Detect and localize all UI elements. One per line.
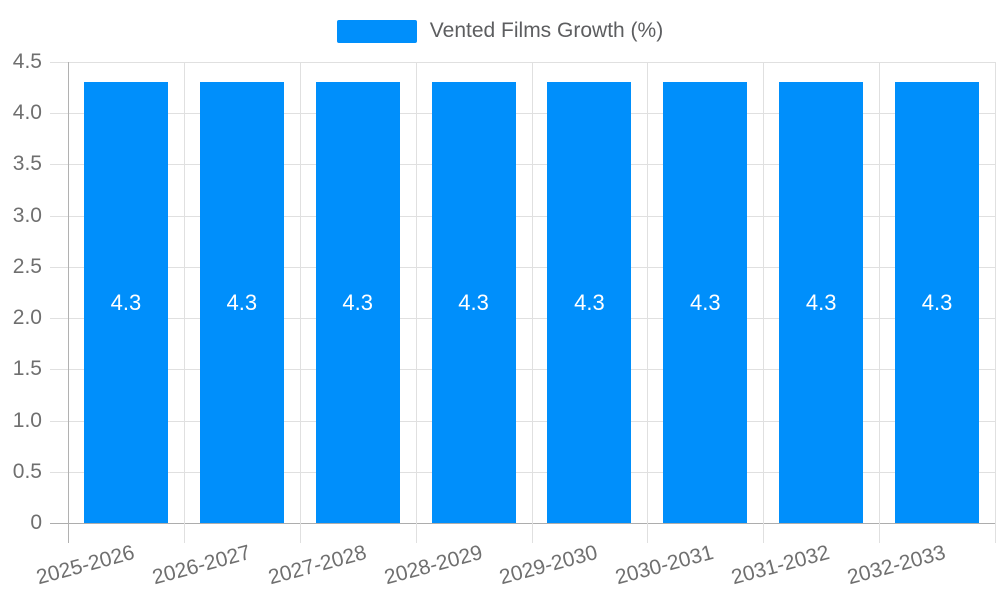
bar: 4.3 <box>663 82 748 523</box>
legend: Vented Films Growth (%) <box>0 16 1000 46</box>
y-axis-tick-label: 1.5 <box>12 357 42 381</box>
bar: 4.3 <box>547 82 632 523</box>
h-gridline <box>50 318 995 320</box>
bar: 4.3 <box>431 82 516 523</box>
y-axis-tick-label: 2.5 <box>12 254 42 278</box>
bar: 4.3 <box>315 82 400 523</box>
bar-value-label: 4.3 <box>458 289 489 315</box>
y-axis-tick-label: 4.5 <box>12 50 42 73</box>
h-gridline <box>50 369 995 371</box>
bar-value-label: 4.3 <box>342 289 373 315</box>
y-axis-tick-label: 3.0 <box>12 203 42 227</box>
y-axis-tick-label: 0 <box>30 511 42 534</box>
h-gridline <box>50 420 995 422</box>
x-axis-line <box>50 523 995 524</box>
h-gridline <box>50 113 995 115</box>
y-axis-tick-label: 1.0 <box>12 408 42 432</box>
y-axis-tick-label: 0.5 <box>12 459 42 483</box>
y-axis-tick-label: 3.5 <box>12 152 42 176</box>
bar-value-label: 4.3 <box>805 289 837 315</box>
legend-label[interactable]: Vented Films Growth (%) <box>429 19 664 42</box>
v-gridline <box>879 62 881 543</box>
bar: 4.3 <box>895 82 980 523</box>
h-gridline <box>50 164 995 166</box>
v-gridline <box>415 62 417 543</box>
v-gridline <box>299 62 301 543</box>
h-gridline <box>50 471 995 473</box>
bar: 4.3 <box>779 82 864 523</box>
bar: 4.3 <box>83 82 168 523</box>
bar-value-label: 4.3 <box>921 289 953 315</box>
v-gridline <box>183 62 185 543</box>
bar-value-label: 4.3 <box>574 289 605 315</box>
legend-swatch[interactable] <box>336 19 417 43</box>
h-gridline <box>50 62 995 63</box>
y-axis-tick-label: 4.0 <box>12 101 42 125</box>
y-axis-tick-label: 2.0 <box>12 306 42 330</box>
h-gridline <box>50 215 995 217</box>
y-axis-line <box>68 62 69 543</box>
v-gridline <box>531 62 533 543</box>
bar-value-label: 4.3 <box>690 289 721 315</box>
v-gridline <box>995 62 996 543</box>
v-gridline <box>647 62 649 543</box>
bar-value-label: 4.3 <box>110 289 142 315</box>
bar: 4.3 <box>199 82 284 523</box>
h-gridline <box>50 266 995 268</box>
bar-value-label: 4.3 <box>226 289 258 315</box>
v-gridline <box>763 62 765 543</box>
